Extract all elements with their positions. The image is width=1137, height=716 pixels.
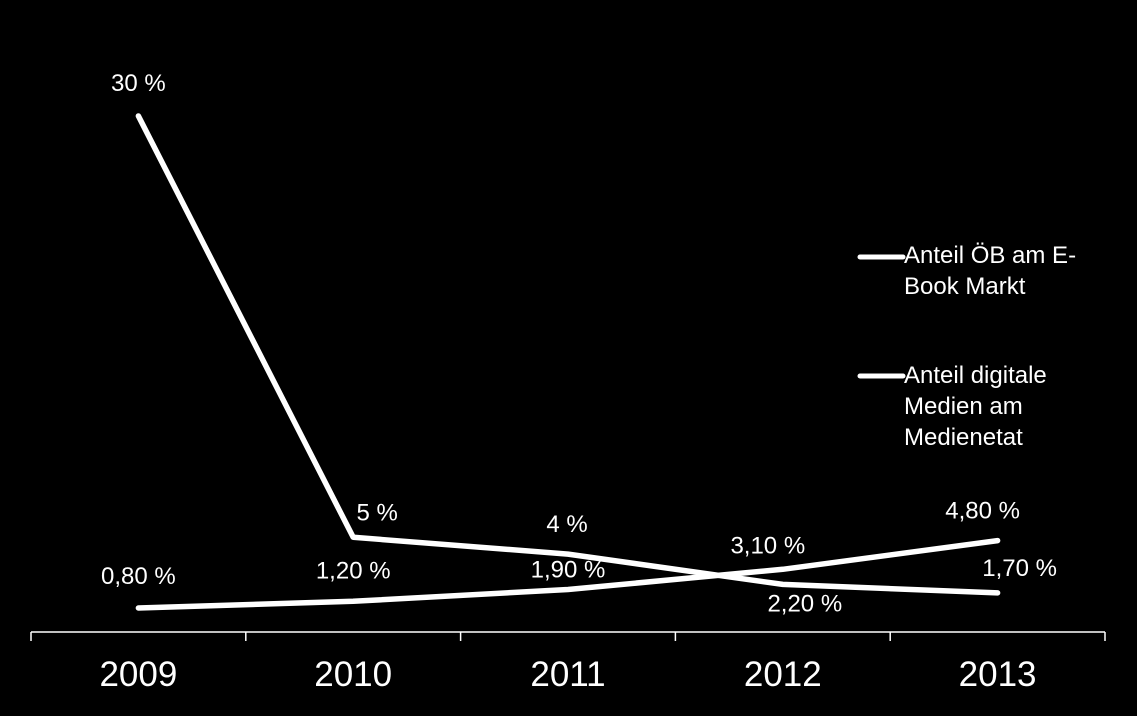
- legend-label-series-2: Anteil digitale Medien am Medienetat: [904, 362, 1047, 451]
- x-tick-label: 2010: [314, 655, 392, 694]
- data-label: 3,10 %: [730, 532, 805, 559]
- series-lines: [135, 113, 1001, 611]
- x-tick-label: 2012: [744, 655, 822, 694]
- data-label: 2,20 %: [767, 590, 842, 617]
- data-label: 1,90 %: [531, 556, 606, 583]
- series-line-2: [135, 537, 1001, 611]
- x-tick-label: 2009: [99, 655, 177, 694]
- data-label: 4,80 %: [945, 498, 1020, 525]
- legend-label-series-1: Anteil ÖB am E-Book Markt: [904, 242, 1077, 300]
- data-labels: 30 % 5 % 4 % 2,20 % 1,70 % 0,80 % 1,20 % 1,90 %…: [101, 70, 1057, 617]
- x-axis-labels: 2009 2010 2011 2012 2013: [99, 655, 1036, 694]
- x-tick-label: 2011: [530, 655, 605, 694]
- x-tick-label: 2013: [959, 655, 1037, 694]
- data-label: 4 %: [546, 511, 587, 538]
- data-label: 0,80 %: [101, 563, 176, 590]
- data-label: 5 %: [357, 499, 398, 526]
- data-label: 30 %: [111, 70, 166, 97]
- data-label: 1,70 %: [982, 555, 1057, 582]
- series-line-1: [135, 113, 1001, 596]
- data-label: 1,20 %: [316, 557, 391, 584]
- x-axis-ticks: [30, 632, 1106, 641]
